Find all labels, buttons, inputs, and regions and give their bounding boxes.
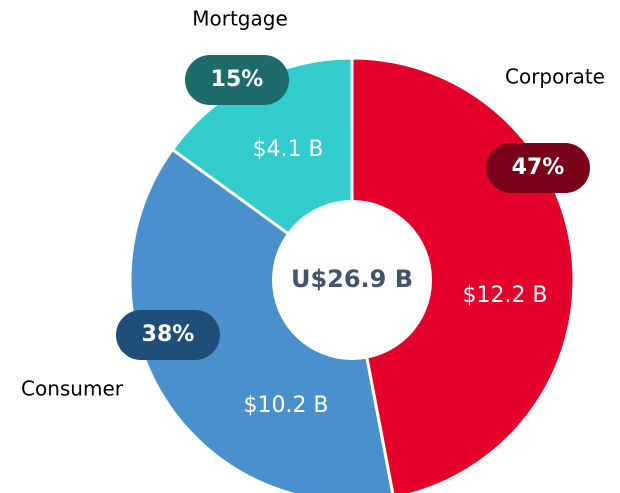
amount-label: $10.2 B [243, 393, 328, 418]
percent-badge [185, 55, 289, 105]
percent-badge [116, 310, 220, 360]
center-label: U$26.9 B [291, 265, 413, 293]
amount-label: $4.1 B [252, 137, 323, 162]
slice [128, 147, 395, 493]
category-label: Mortgage [192, 7, 288, 31]
percent-badge [486, 143, 590, 193]
percent-label: 38% [142, 322, 195, 347]
category-label: Consumer [21, 377, 124, 401]
donut-hole [272, 200, 432, 360]
amount-label: $12.2 B [462, 283, 547, 308]
category-label: Corporate [505, 65, 605, 89]
percent-label: 47% [512, 155, 565, 180]
percent-label: 15% [211, 67, 264, 92]
